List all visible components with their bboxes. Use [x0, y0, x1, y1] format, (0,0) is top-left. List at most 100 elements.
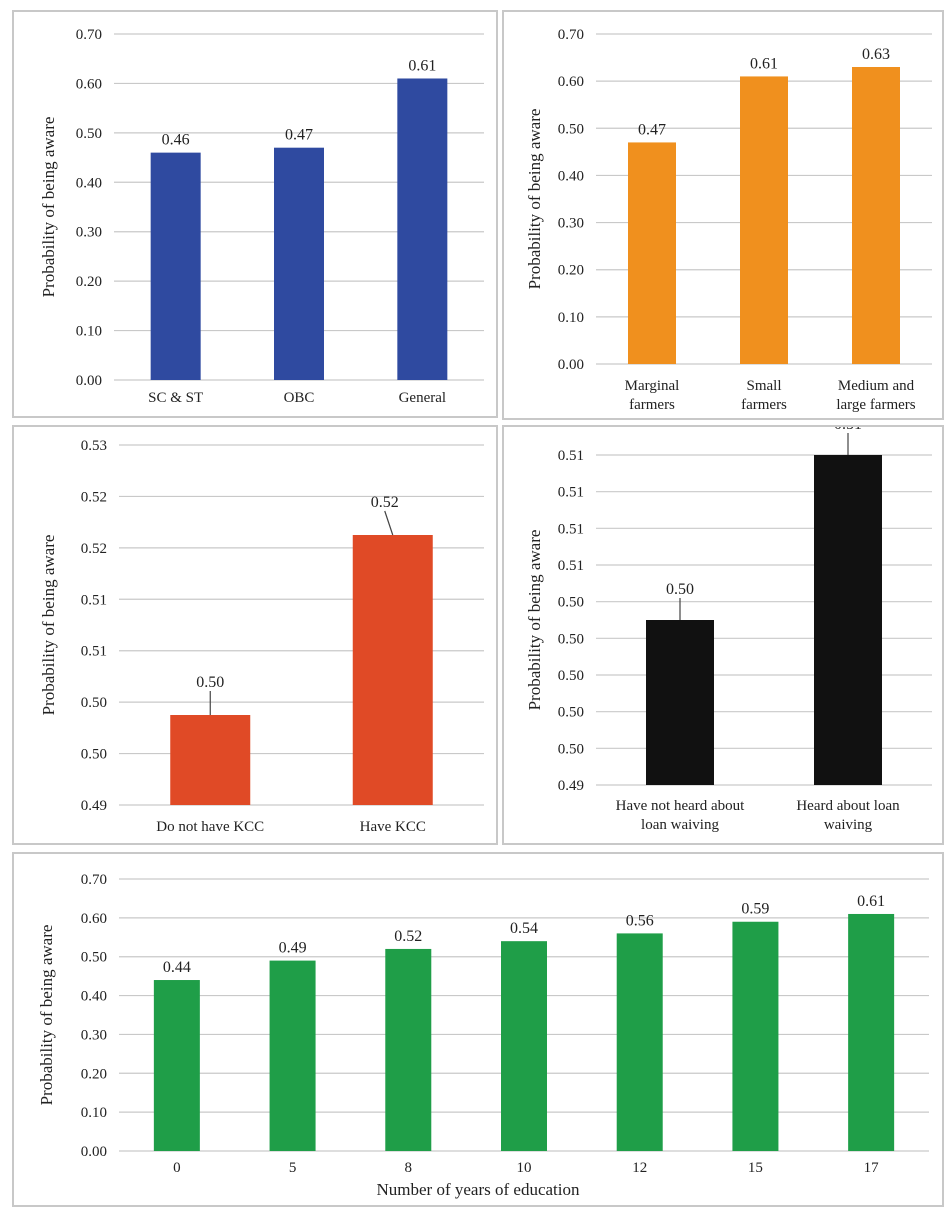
chart-caste: 0.00 0.10 0.20 0.30 0.40 0.50 0.60 0.70 Probabil…: [39, 27, 484, 406]
data-label: 0.52: [371, 494, 399, 511]
y-tick-label: 0.50: [558, 631, 584, 647]
y-axis-label: Probability of being aware: [39, 535, 58, 716]
y-tick-label: 0.50: [558, 705, 584, 721]
y-tick-label: 0.00: [81, 1144, 107, 1160]
bar: [848, 913, 895, 1151]
data-label: 0.47: [285, 127, 313, 144]
chart-panel-farm-size: 0.00 0.10 0.20 0.30 0.40 0.50 0.60 0.70 Probabil…: [502, 10, 944, 420]
y-tick-label: 0.10: [81, 1105, 107, 1121]
x-tick-label: 17: [864, 1160, 880, 1176]
data-label: 0.50: [666, 581, 694, 598]
x-axis-label: Number of years of education: [376, 1180, 580, 1199]
data-label: 0.52: [394, 928, 422, 945]
y-tick-label: 0.20: [76, 274, 102, 290]
y-tick-label: 0.00: [558, 357, 584, 373]
chart-panel-kcc: 0.49 0.50 0.50 0.51 0.51 0.52 0.52 0.53 Probabil…: [12, 425, 498, 845]
y-tick-label: 0.52: [81, 489, 107, 505]
x-tick-label: SC & ST: [148, 390, 203, 406]
y-tick-label: 0.20: [81, 1066, 107, 1082]
chart-panel-education: 0.00 0.10 0.20 0.30 0.40 0.50 0.60 0.70 Probabil…: [12, 852, 944, 1207]
data-label: 0.47: [638, 121, 666, 138]
bar: [269, 960, 316, 1151]
y-tick-label: 0.10: [76, 324, 102, 340]
y-tick-label: 0.50: [76, 126, 102, 142]
y-tick-label: 0.60: [76, 76, 102, 92]
y-tick-label: 0.51: [81, 592, 107, 608]
data-label: 0.49: [279, 940, 307, 957]
y-tick-label: 0.50: [558, 595, 584, 611]
bar: [732, 921, 779, 1151]
chart-panel-caste: 0.00 0.10 0.20 0.30 0.40 0.50 0.60 0.70 Probabil…: [12, 10, 498, 418]
y-tick-label: 0.30: [81, 1027, 107, 1043]
y-tick-label: 0.70: [76, 27, 102, 43]
x-tick-label: 12: [632, 1160, 647, 1176]
chart-education: 0.00 0.10 0.20 0.30 0.40 0.50 0.60 0.70 Probabil…: [37, 872, 929, 1176]
bar: [352, 535, 433, 805]
bar: [150, 152, 201, 380]
x-tick-label: OBC: [284, 390, 315, 406]
y-axis-label: Probability of being aware: [37, 925, 56, 1106]
data-label: 0.59: [741, 901, 769, 918]
data-label: 0.61: [408, 57, 436, 74]
y-tick-label: 0.50: [81, 950, 107, 966]
y-tick-label: 0.40: [81, 989, 107, 1005]
y-tick-label: 0.40: [558, 168, 584, 184]
y-tick-label: 0.51: [558, 448, 584, 464]
y-tick-label: 0.50: [558, 121, 584, 137]
y-tick-label: 0.49: [81, 798, 107, 814]
x-tick-label: Small farmers: [741, 378, 787, 413]
bar: [616, 933, 663, 1151]
y-tick-label: 0.50: [81, 695, 107, 711]
y-tick-label: 0.53: [81, 438, 107, 454]
x-tick-label: Marginal farmers: [625, 378, 680, 413]
y-tick-label: 0.30: [76, 225, 102, 241]
data-label: 0.44: [163, 959, 191, 976]
x-tick-label: 5: [289, 1160, 297, 1176]
data-label: 0.61: [750, 55, 778, 72]
y-tick-label: 0.51: [558, 521, 584, 537]
y-tick-label: 0.51: [81, 644, 107, 660]
y-tick-label: 0.52: [81, 541, 107, 557]
x-tick-label: Have not heard about loan waiving: [616, 798, 746, 833]
chart-kcc: 0.49 0.50 0.50 0.51 0.51 0.52 0.52 0.53 Probabil…: [39, 438, 484, 835]
y-tick-label: 0.20: [558, 263, 584, 279]
data-label: 0.51: [834, 427, 862, 433]
bar: [385, 948, 432, 1151]
bar: [170, 715, 251, 805]
y-tick-label: 0.10: [558, 310, 584, 326]
y-axis-label: Probability of being aware: [39, 117, 58, 298]
x-tick-label: General: [399, 390, 446, 406]
y-tick-label: 0.50: [558, 741, 584, 757]
x-tick-label: Have KCC: [360, 819, 426, 835]
bar: [740, 76, 788, 364]
x-tick-label: 0: [173, 1160, 181, 1176]
y-tick-label: 0.60: [81, 911, 107, 927]
y-tick-label: 0.70: [558, 27, 584, 43]
data-label: 0.61: [857, 893, 885, 910]
chart-loan-waiving: 0.49 0.50 0.50 0.50 0.50 0.50 0.51 0.51 0.51 0.51…: [525, 427, 932, 833]
bar: [274, 147, 324, 380]
bar: [153, 980, 200, 1151]
data-label-leader: [384, 510, 394, 536]
x-tick-label: 15: [748, 1160, 763, 1176]
bar: [628, 142, 676, 364]
bar: [646, 620, 714, 785]
bar: [852, 67, 900, 364]
y-axis-label: Probability of being aware: [525, 530, 544, 711]
chart-farm-size: 0.00 0.10 0.20 0.30 0.40 0.50 0.60 0.70 Probabil…: [525, 27, 932, 413]
y-tick-label: 0.50: [558, 668, 584, 684]
x-tick-label: 8: [405, 1160, 413, 1176]
data-label: 0.50: [196, 674, 224, 691]
y-tick-label: 0.70: [81, 872, 107, 888]
y-tick-label: 0.51: [558, 485, 584, 501]
x-tick-label: 10: [517, 1160, 532, 1176]
data-label: 0.54: [510, 920, 538, 937]
y-tick-label: 0.51: [558, 558, 584, 574]
y-tick-label: 0.60: [558, 74, 584, 90]
y-tick-label: 0.30: [558, 216, 584, 232]
y-tick-label: 0.49: [558, 778, 584, 794]
bar: [397, 78, 448, 380]
y-tick-label: 0.40: [76, 175, 102, 191]
x-tick-label: Heard about loan waiving: [796, 798, 900, 833]
y-tick-label: 0.00: [76, 373, 102, 389]
